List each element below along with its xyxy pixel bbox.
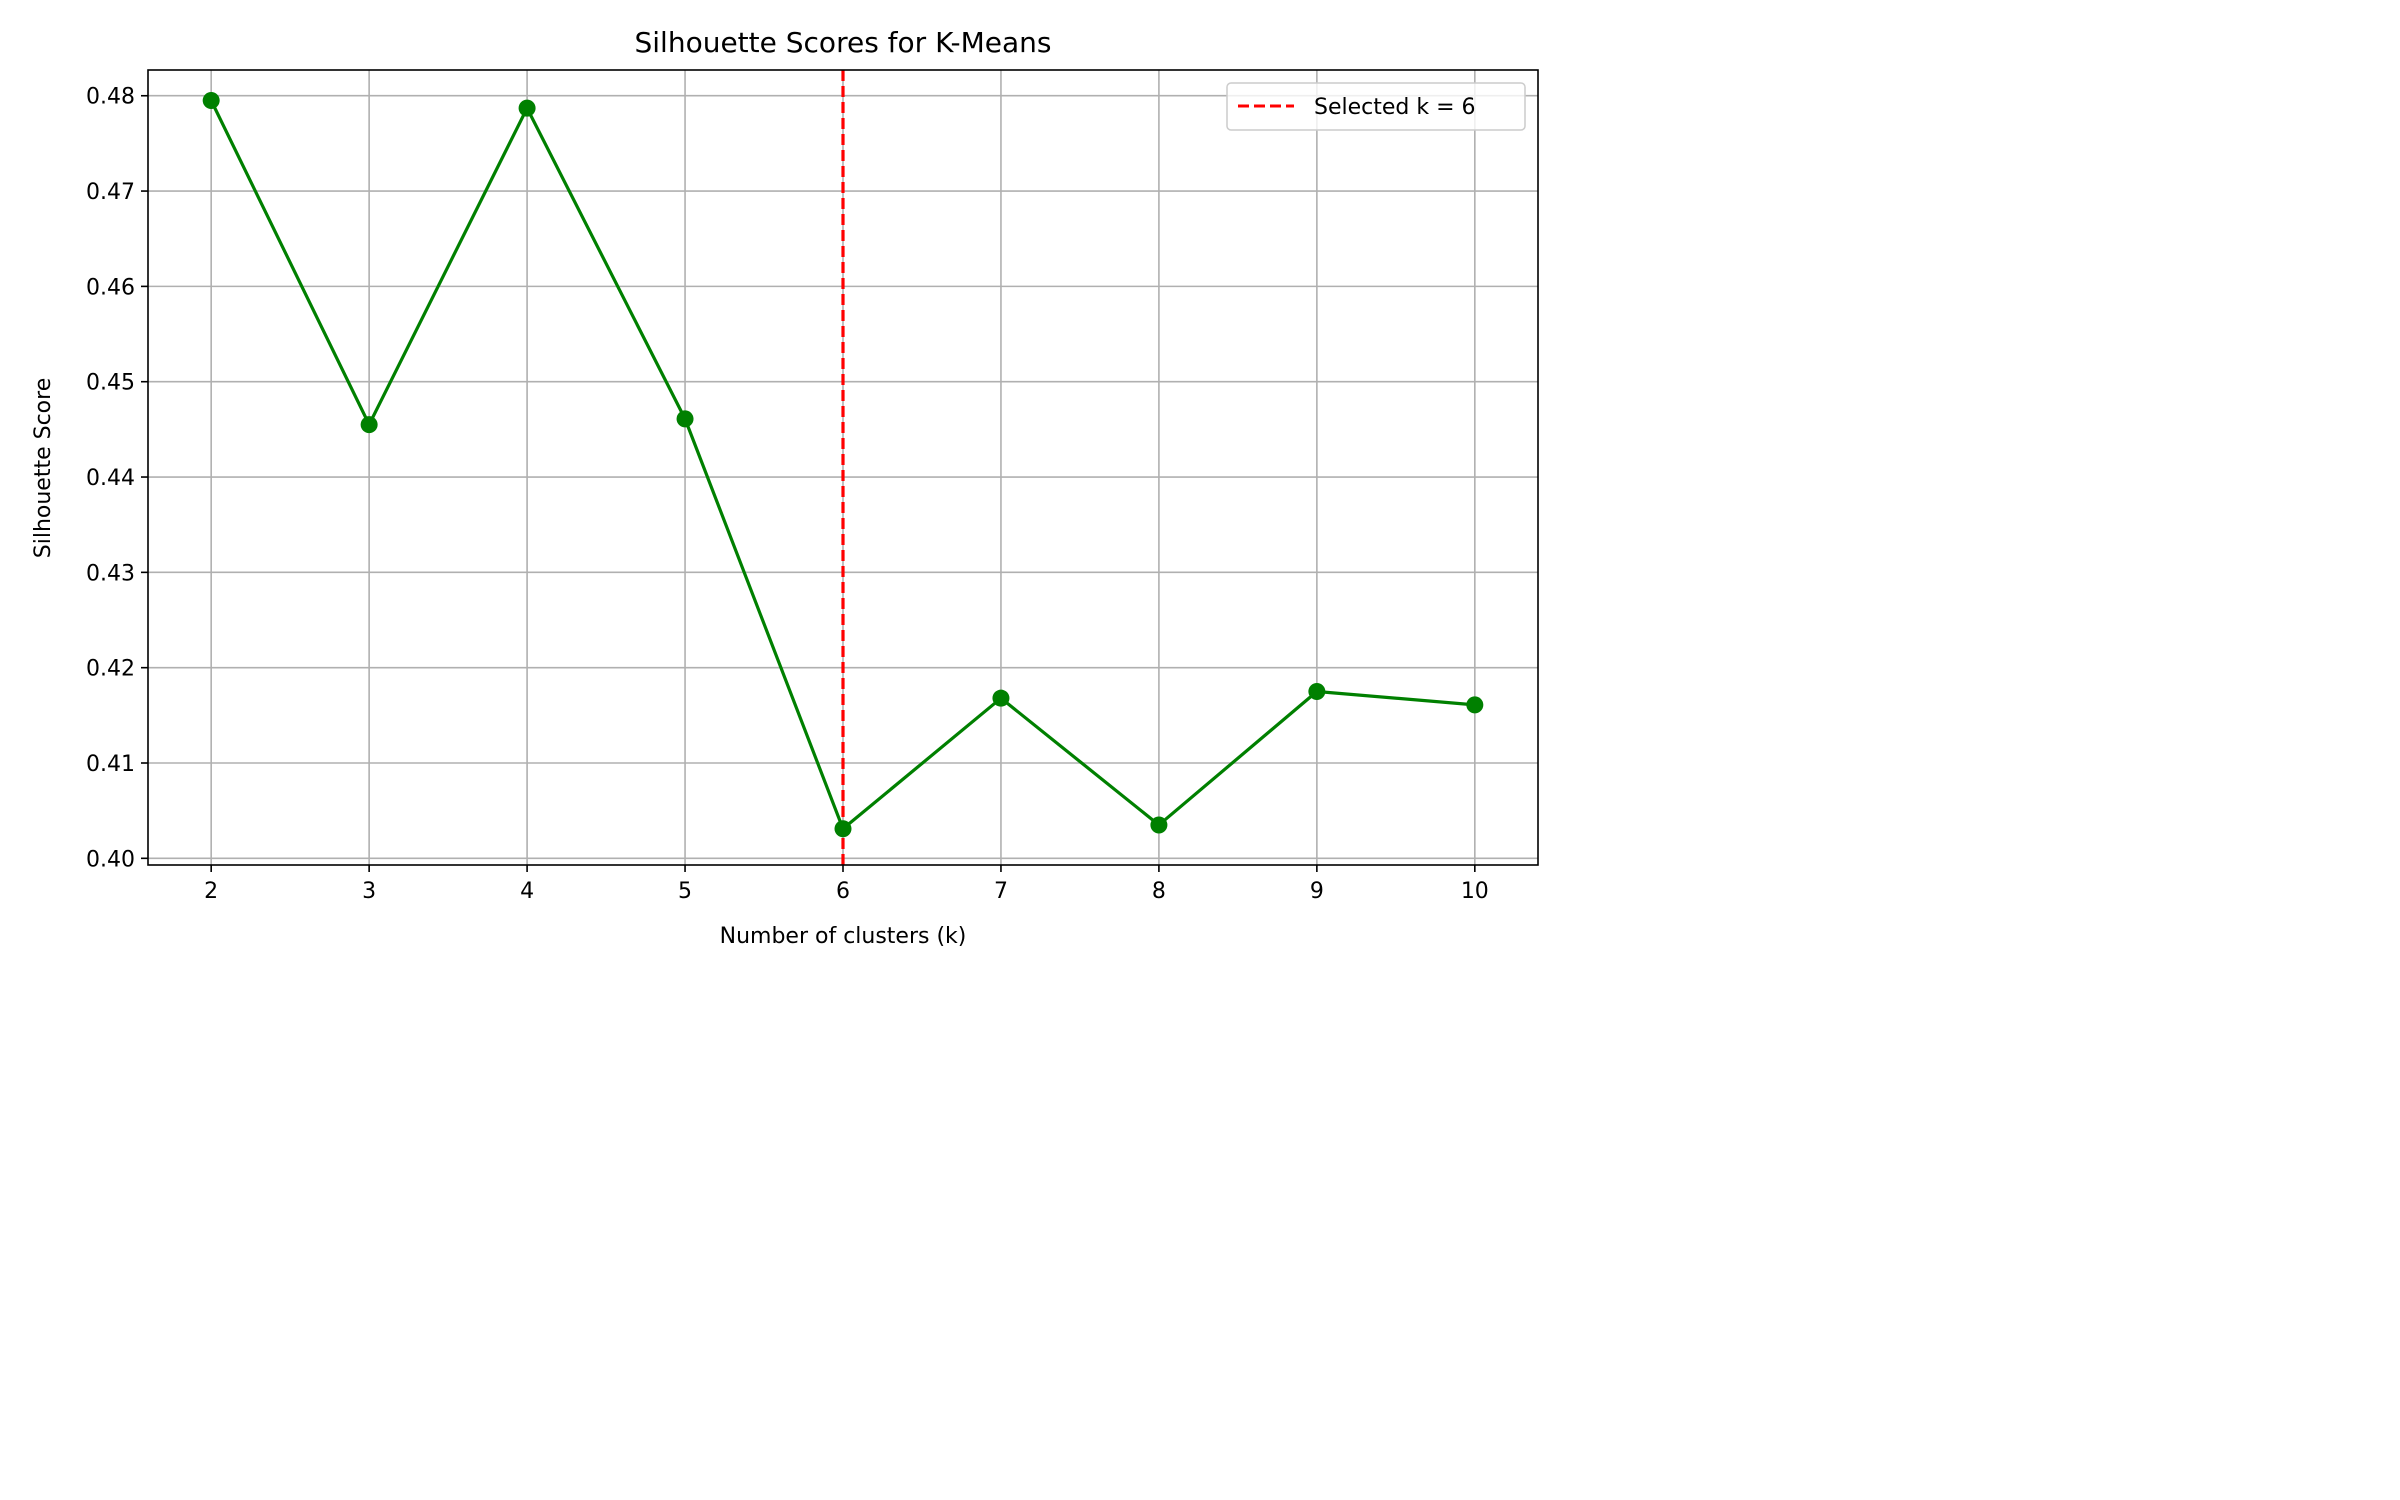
x-axis-label: Number of clusters (k) (720, 924, 967, 949)
y-tick-label: 0.42 (86, 657, 135, 682)
x-tick-label: 9 (1310, 879, 1324, 904)
x-axis-ticks: 2 3 4 5 6 7 8 9 10 (204, 865, 1489, 904)
series-group (202, 92, 1484, 838)
y-tick-label: 0.45 (86, 371, 135, 396)
legend-box (1226, 82, 1526, 131)
data-point (1150, 816, 1168, 834)
data-point (992, 689, 1010, 707)
x-tick-label: 6 (836, 879, 850, 904)
x-tick-label: 5 (678, 879, 692, 904)
x-tick-label: 10 (1461, 879, 1489, 904)
chart-title: Silhouette Scores for K-Means (635, 26, 1052, 59)
y-tick-label: 0.47 (86, 180, 135, 205)
data-point (1466, 696, 1484, 714)
data-point (360, 416, 378, 434)
data-point (518, 99, 536, 117)
data-point (202, 92, 220, 110)
x-tick-label: 2 (204, 879, 218, 904)
silhouette-chart: Silhouette Scores for K-Means 2 3 4 5 6 7 8 9 10… (0, 0, 1560, 975)
data-point (1308, 683, 1326, 701)
legend: Selected k = 6 (1226, 82, 1526, 131)
y-tick-label: 0.48 (86, 85, 135, 110)
x-tick-label: 3 (362, 879, 376, 904)
y-tick-label: 0.40 (86, 847, 135, 872)
figure-background (0, 0, 1560, 975)
y-tick-label: 0.43 (86, 561, 135, 586)
data-point (834, 820, 852, 838)
data-point (676, 410, 694, 428)
y-tick-label: 0.41 (86, 752, 135, 777)
y-axis-label: Silhouette Score (31, 378, 56, 558)
x-tick-label: 7 (994, 879, 1008, 904)
y-tick-label: 0.46 (86, 275, 135, 300)
legend-label: Selected k = 6 (1314, 95, 1476, 120)
y-tick-label: 0.44 (86, 466, 135, 491)
y-axis-ticks: 0.40 0.41 0.42 0.43 0.44 0.45 0.46 0.47 0.48 (86, 85, 148, 872)
x-tick-label: 4 (520, 879, 534, 904)
x-tick-label: 8 (1152, 879, 1166, 904)
